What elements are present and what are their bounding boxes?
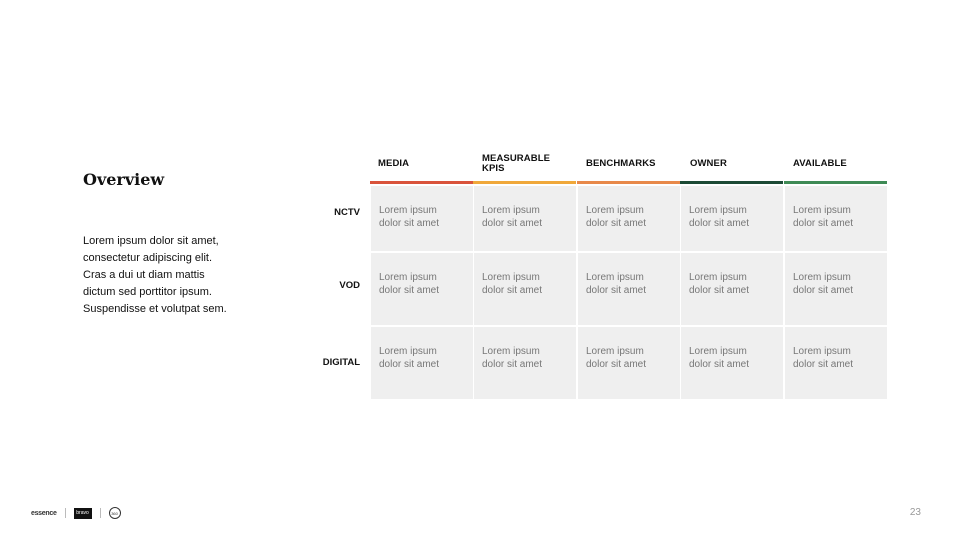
table-cell: Lorem ipsum dolor sit amet [785,186,887,251]
column-bar-benchmarks [577,181,680,184]
table-cell: Lorem ipsum dolor sit amet [578,253,680,325]
row-header-nctv: NCTV [334,207,360,218]
cell-text: dolor sit amet [586,359,647,370]
table-cell: Lorem ipsum dolor sit amet [578,186,680,251]
cell-text: dolor sit amet [482,285,543,296]
divider [64,508,66,518]
cell-text: Lorem ipsum [586,272,644,283]
cell-text: Lorem ipsum [482,346,540,357]
table-cell: Lorem ipsum dolor sit amet [681,186,783,251]
cell-text: dolor sit amet [379,218,440,229]
cell-text: dolor sit amet [793,359,854,370]
cell-text: Lorem ipsum [586,205,644,216]
body-line: dictum sed porttitor ipsum. [83,286,212,298]
row-header-vod: VOD [339,280,360,291]
page-number: 23 [909,507,921,518]
cell-text: Lorem ipsum [482,205,540,216]
cell-text: Lorem ipsum [793,272,851,283]
cell-text: dolor sit amet [689,218,750,229]
table-cell: Lorem ipsum dolor sit amet [371,327,473,399]
cell-text: dolor sit amet [482,359,543,370]
table-cell: Lorem ipsum dolor sit amet [474,186,576,251]
bravo-logo: bravo [73,507,92,519]
table-cell: Lorem ipsum dolor sit amet [371,186,473,251]
table-cell: Lorem ipsum dolor sit amet [474,253,576,325]
cell-text: dolor sit amet [379,359,440,370]
cell-text: Lorem ipsum [379,205,437,216]
body-line: Suspendisse et volutpat sem. [83,303,227,315]
page-title: Overview [83,170,165,189]
column-header-measurable-kpis: MEASURABLE KPIS [482,153,551,174]
cell-text: Lorem ipsum [689,205,747,216]
table-cell: Lorem ipsum dolor sit amet [371,253,473,325]
divider [99,508,101,518]
cell-text: dolor sit amet [586,285,647,296]
table-cell: Lorem ipsum dolor sit amet [681,327,783,399]
cell-text: dolor sit amet [793,218,854,229]
body-line: consectetur adipiscing elit. [83,252,213,264]
cell-text: Lorem ipsum [379,272,437,283]
cell-text: Lorem ipsum [689,346,747,357]
cell-text: dolor sit amet [482,218,543,229]
circle-logo: 360 [108,507,121,519]
body-line: Lorem ipsum dolor sit amet, [83,235,219,247]
cell-text: dolor sit amet [793,285,854,296]
cell-text: Lorem ipsum [689,272,747,283]
column-bar-media [370,181,473,184]
footer-logos: essence bravo 360 [31,506,121,520]
row-header-digital: DIGITAL [322,357,360,368]
table-cell: Lorem ipsum dolor sit amet [681,253,783,325]
cell-text: Lorem ipsum [586,346,644,357]
cell-text: Lorem ipsum [482,272,540,283]
cell-text: dolor sit amet [586,218,647,229]
column-bar-owner [680,181,783,184]
cell-text: Lorem ipsum [793,346,851,357]
body-line: Cras a dui ut diam mattis [83,269,205,281]
table-cell: Lorem ipsum dolor sit amet [785,253,887,325]
column-header-owner: OWNER [690,158,727,169]
cell-text: dolor sit amet [689,285,750,296]
essence-logo: essence [31,509,57,517]
table-cell: Lorem ipsum dolor sit amet [578,327,680,399]
table-cell: Lorem ipsum dolor sit amet [785,327,887,399]
column-bar-measurable-kpis [473,181,576,184]
column-header-media: MEDIA [378,158,410,169]
body-paragraph: Lorem ipsum dolor sit amet, consectetur … [83,233,273,318]
cell-text: dolor sit amet [689,359,750,370]
cell-text: Lorem ipsum [793,205,851,216]
cell-text: Lorem ipsum [379,346,437,357]
table-cell: Lorem ipsum dolor sit amet [474,327,576,399]
column-header-benchmarks: BENCHMARKS [586,158,656,169]
cell-text: dolor sit amet [379,285,440,296]
column-bar-available [784,181,887,184]
column-header-available: AVAILABLE [793,158,847,169]
